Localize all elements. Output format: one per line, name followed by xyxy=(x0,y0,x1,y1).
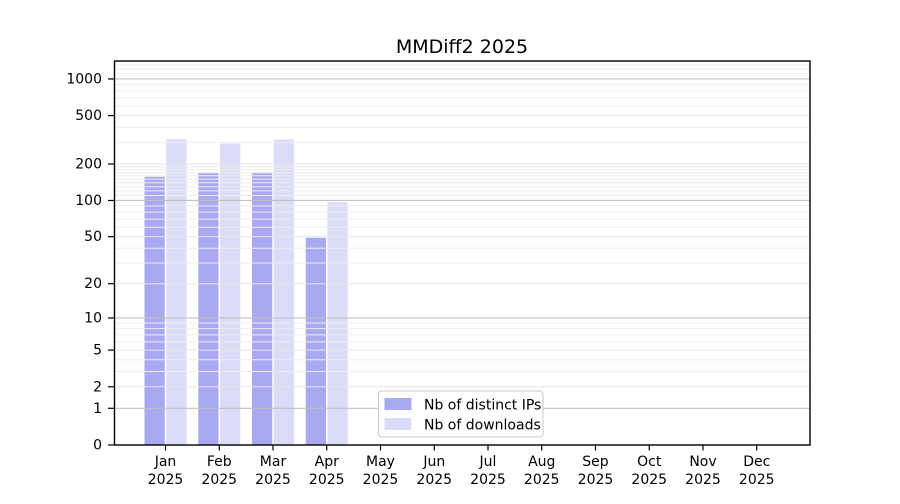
x-tick-label: Nov 2025 xyxy=(685,454,721,488)
y-tick-label: 200 xyxy=(75,157,102,173)
bar-nb-of-downloads-jan-2025 xyxy=(166,139,187,445)
bar-nb-of-distinct-ips-feb-2025 xyxy=(198,173,219,445)
x-tick-label: May 2025 xyxy=(363,454,399,488)
y-tick-label: 0 xyxy=(93,438,102,454)
x-tick-label: Aug 2025 xyxy=(524,454,560,488)
y-tick-label: 100 xyxy=(75,193,102,209)
axes-group xyxy=(108,60,811,451)
y-tick-label: 1000 xyxy=(66,71,102,87)
bar-nb-of-distinct-ips-apr-2025 xyxy=(305,237,326,445)
legend-swatch-downloads xyxy=(384,418,412,430)
y-tick-label: 2 xyxy=(93,379,102,395)
x-tick-label: Apr 2025 xyxy=(309,454,345,488)
y-tick-label: 500 xyxy=(75,108,102,124)
bars-group xyxy=(144,139,348,445)
x-tick-label: Feb 2025 xyxy=(201,454,237,488)
x-tick-label: Jul 2025 xyxy=(470,454,506,488)
gridlines-group xyxy=(114,64,810,409)
x-tick-label: Mar 2025 xyxy=(255,454,291,488)
y-tick-label: 5 xyxy=(93,343,102,359)
bar-nb-of-distinct-ips-mar-2025 xyxy=(252,173,273,445)
axis-labels-group: 0 1 2 5 10 20 50 100 200 500 1000 Jan 2025 Feb 2025 Mar… xyxy=(66,71,774,488)
y-tick-label: 20 xyxy=(84,276,102,292)
y-tick-label: 1 xyxy=(93,401,102,417)
legend-box xyxy=(378,390,544,438)
x-tick-label: Jun 2025 xyxy=(416,454,452,488)
legend: Nb of distinct IPs Nb of downloads xyxy=(378,390,544,438)
x-tick-label: Jan 2025 xyxy=(148,454,184,488)
plot-frame xyxy=(113,60,811,446)
chart-title: MMDiff2 2025 xyxy=(396,36,528,58)
legend-label-distinct-ips: Nb of distinct IPs xyxy=(424,398,541,414)
bar-nb-of-distinct-ips-jan-2025 xyxy=(144,176,165,445)
x-tick-label: Dec 2025 xyxy=(739,454,775,488)
y-tick-label: 10 xyxy=(84,310,102,326)
legend-label-downloads: Nb of downloads xyxy=(424,418,541,434)
x-tick-label: Sep 2025 xyxy=(578,454,614,488)
y-tick-label: 50 xyxy=(84,229,102,245)
legend-swatch-distinct-ips xyxy=(384,398,412,410)
bar-nb-of-downloads-feb-2025 xyxy=(220,143,241,445)
x-tick-label: Oct 2025 xyxy=(631,454,667,488)
bar-nb-of-downloads-mar-2025 xyxy=(273,139,294,445)
